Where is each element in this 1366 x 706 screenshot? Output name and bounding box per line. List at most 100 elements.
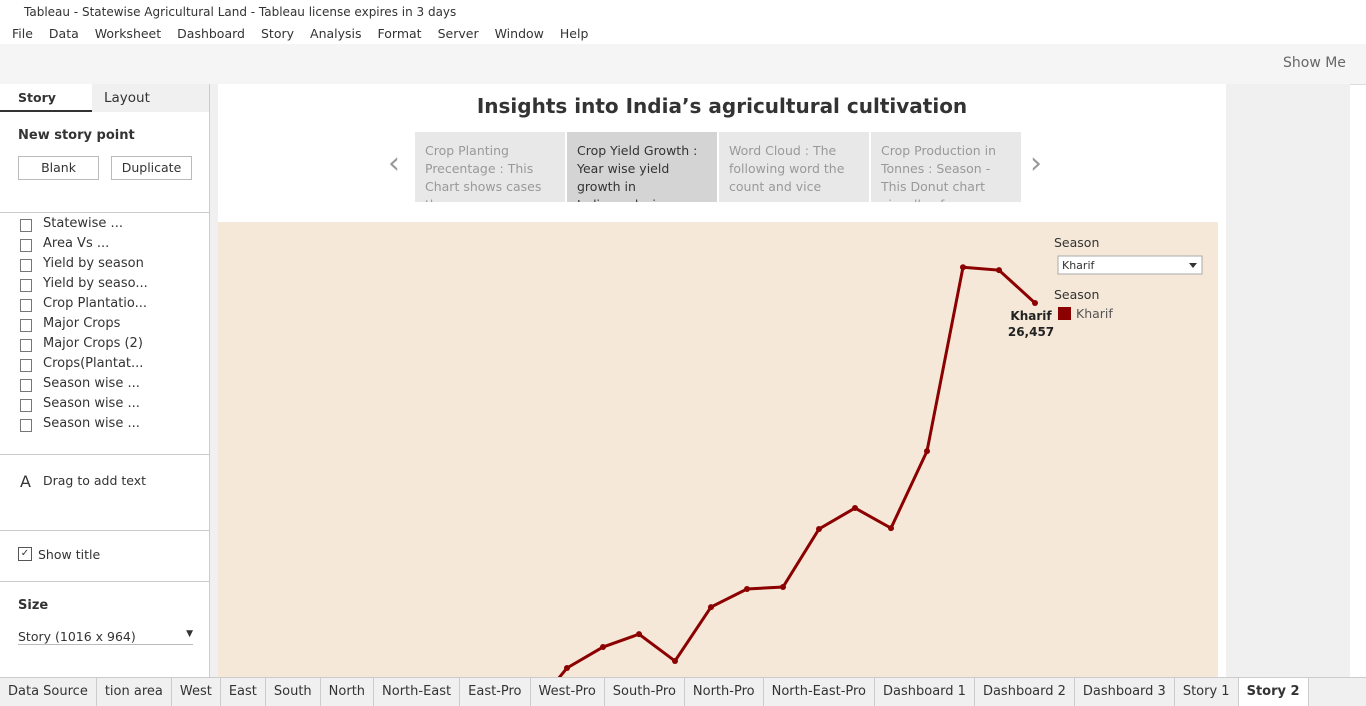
- legend-label[interactable]: Kharif: [1076, 306, 1113, 321]
- sheet-tab[interactable]: Dashboard 1: [875, 678, 975, 706]
- chart-background: [218, 222, 1218, 677]
- checkbox[interactable]: ✓: [18, 547, 32, 561]
- button[interactable]: Duplicate: [111, 156, 192, 180]
- sheet-tab[interactable]: West-Pro: [531, 678, 605, 706]
- menu-item[interactable]: Dashboard: [177, 26, 245, 41]
- sheet-icon: [20, 239, 32, 252]
- sheet-tab[interactable]: East: [221, 678, 266, 706]
- point[interactable]: [564, 665, 570, 672]
- menu-item[interactable]: Server: [437, 26, 479, 41]
- menu-item[interactable]: Worksheet: [94, 26, 162, 41]
- point[interactable]: [816, 526, 822, 533]
- sheet-tab[interactable]: North-East: [374, 678, 461, 706]
- sheet-tab[interactable]: Story 1: [1175, 678, 1239, 706]
- story-stage: Insights into India’s agricultural culti…: [210, 84, 1350, 677]
- sheet-tab[interactable]: South-Pro: [605, 678, 685, 706]
- story-point[interactable]: Crop Planting Precentage : This Chart sh…: [415, 132, 565, 202]
- legend-swatch[interactable]: [1058, 307, 1071, 320]
- point[interactable]: [1032, 299, 1038, 306]
- point[interactable]: [744, 586, 750, 593]
- legend-title: Season: [1054, 287, 1099, 302]
- menu-item[interactable]: Help: [559, 26, 589, 41]
- sheet-item[interactable]: Area Vs ...: [43, 236, 110, 251]
- sheet-item[interactable]: Yield by season: [43, 256, 144, 271]
- size-label: Size: [18, 598, 49, 613]
- story-point[interactable]: Crop Yield Growth : Year wise yield grow…: [567, 132, 717, 202]
- point[interactable]: [636, 631, 642, 638]
- point[interactable]: [708, 604, 714, 611]
- toolbar: Show Me: [0, 44, 1366, 85]
- point[interactable]: [960, 264, 966, 271]
- sheet-tab[interactable]: North: [321, 678, 375, 706]
- next-arrow[interactable]: ›: [1030, 146, 1042, 181]
- drag-text[interactable]: Drag to add text: [43, 473, 147, 488]
- filter-value: Kharif: [1062, 259, 1096, 272]
- show-me[interactable]: Show Me: [1283, 55, 1346, 71]
- sheet-tab[interactable]: Data Source: [0, 678, 97, 706]
- sheet-icon: [20, 339, 32, 352]
- menu-item[interactable]: Story: [260, 26, 295, 41]
- sheet-tabs: Data Source tion area West East South North No…: [0, 677, 1366, 706]
- sheet-item[interactable]: Season wise ...: [43, 396, 140, 411]
- sheet-icon: [20, 419, 32, 432]
- menu-item[interactable]: File: [12, 26, 33, 41]
- menu-item[interactable]: Data: [48, 26, 79, 41]
- sheet-tab[interactable]: Dashboard 3: [1075, 678, 1175, 706]
- dropdown-arrow: [1189, 263, 1197, 268]
- sheet-tab[interactable]: North-East-Pro: [764, 678, 876, 706]
- show-title: Show title: [38, 547, 101, 562]
- tab[interactable]: Layout: [92, 84, 209, 112]
- sheet-item[interactable]: Yield by seaso...: [43, 276, 148, 291]
- menu-item[interactable]: Format: [377, 26, 422, 41]
- sheet-tab[interactable]: East-Pro: [460, 678, 531, 706]
- sheet-icon: [20, 319, 32, 332]
- point[interactable]: [600, 644, 606, 651]
- story-title: Insights into India’s agricultural culti…: [476, 94, 968, 118]
- sheet-item[interactable]: Major Crops (2): [43, 336, 143, 351]
- size-select[interactable]: Story (1016 x 964) ▼: [18, 629, 193, 645]
- sheet-icon: [20, 219, 32, 232]
- menu-item[interactable]: Analysis: [310, 26, 362, 41]
- sheet-item[interactable]: Statewise ...: [43, 216, 123, 231]
- sheet-tab[interactable]: Dashboard 2: [975, 678, 1075, 706]
- sheet-item[interactable]: Crop Plantatio...: [43, 296, 148, 311]
- size-value: Story (1016 x 964): [18, 629, 136, 644]
- sheet-tab[interactable]: tion area: [97, 678, 172, 706]
- sheet-item[interactable]: Season wise ...: [43, 416, 140, 431]
- point[interactable]: [888, 525, 894, 532]
- sheet-icon: [20, 399, 32, 412]
- data-label-name: Kharif: [1010, 309, 1052, 323]
- menu-item[interactable]: Window: [494, 26, 544, 41]
- point[interactable]: [672, 658, 678, 665]
- sheet-list: Statewise ... Area Vs ... Yield by season Y…: [0, 212, 209, 443]
- prev-arrow[interactable]: ‹: [388, 146, 400, 181]
- sheet-item[interactable]: Crops(Plantat...: [43, 356, 144, 371]
- tab[interactable]: Story: [0, 84, 92, 112]
- sheet-icon: [20, 259, 32, 272]
- button[interactable]: Blank: [18, 156, 99, 180]
- divider: [0, 454, 209, 455]
- story-point[interactable]: Crop Production in Tonnes : Season -This…: [871, 132, 1021, 202]
- gutter: [1226, 84, 1350, 677]
- sheet-icon: [20, 379, 32, 392]
- point[interactable]: [924, 448, 930, 455]
- filter-title: Season: [1054, 235, 1099, 250]
- point[interactable]: [996, 267, 1002, 274]
- story-point[interactable]: Word Cloud : The following word the coun…: [719, 132, 869, 202]
- filter-dropdown[interactable]: [1057, 255, 1203, 275]
- point[interactable]: [780, 584, 786, 591]
- menu-bar: File Data Worksheet Dashboard Story Analysis F…: [0, 24, 596, 44]
- divider: [0, 581, 209, 582]
- sheet-tab[interactable]: South: [266, 678, 321, 706]
- sheet-item[interactable]: Major Crops: [43, 316, 121, 331]
- data-label: 26,457: [1008, 325, 1054, 339]
- icon: A: [20, 472, 31, 491]
- sheet-tab[interactable]: Story 2: [1238, 678, 1309, 706]
- sheet-tab[interactable]: West: [172, 678, 221, 706]
- sidebar: Story Layout New story point Blank Dupli…: [0, 84, 210, 677]
- point[interactable]: [852, 505, 858, 512]
- sheet-item[interactable]: Season wise ...: [43, 376, 140, 391]
- sheet-tab[interactable]: North-Pro: [685, 678, 764, 706]
